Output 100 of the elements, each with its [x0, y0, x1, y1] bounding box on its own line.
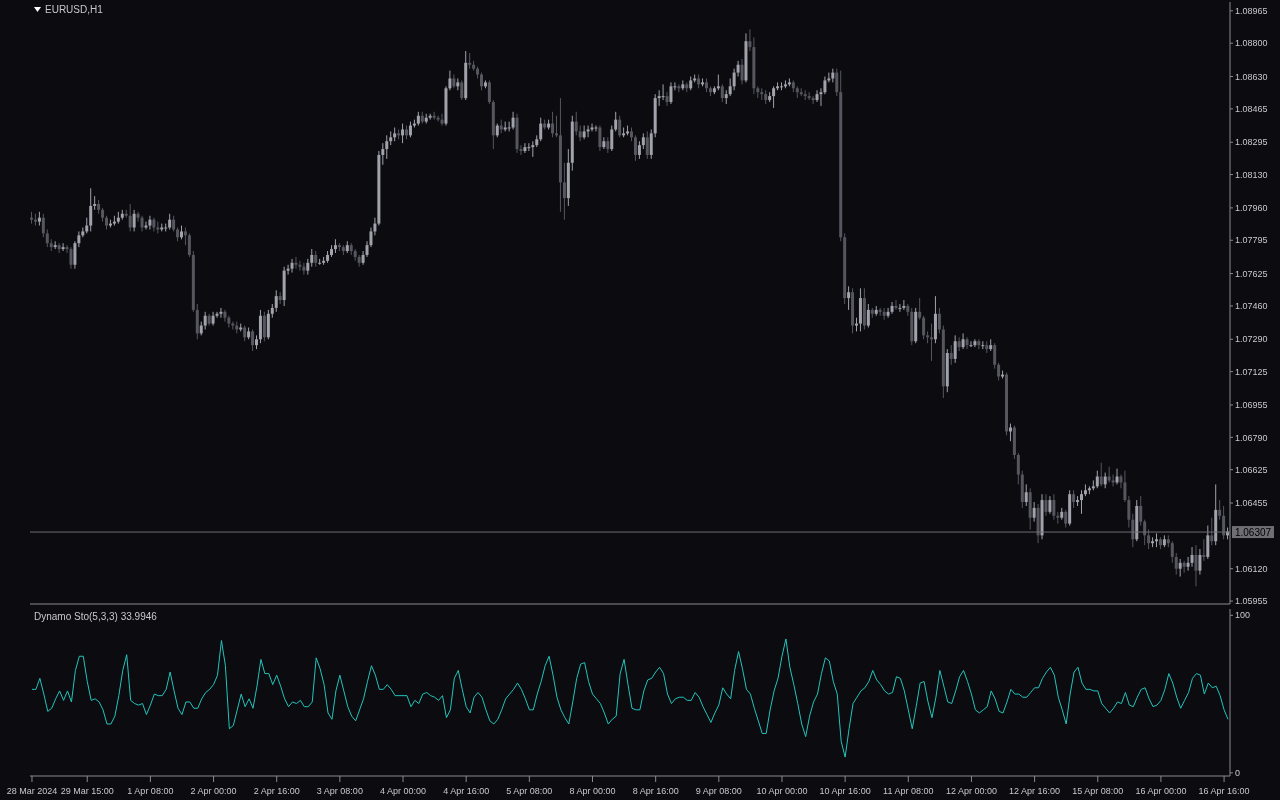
x-tick-label: 8 Apr 16:00 [632, 786, 679, 796]
candlestick [195, 303, 199, 340]
candlestick [993, 342, 997, 370]
candlestick [1080, 489, 1083, 515]
candlestick [977, 338, 981, 350]
candlestick [274, 289, 278, 313]
candlestick [1139, 495, 1143, 527]
candlestick [930, 323, 933, 362]
y-tick-label: 1.07625 [1235, 268, 1268, 279]
candlestick [965, 336, 969, 350]
candlestick [661, 83, 665, 101]
candlestick [128, 203, 132, 232]
candlestick [89, 187, 93, 232]
candlestick [187, 232, 191, 258]
x-tick-label: 9 Apr 08:00 [695, 786, 742, 796]
candlestick [610, 125, 614, 152]
candlestick [957, 336, 961, 352]
candlestick [614, 111, 618, 132]
x-tick-label: 1 Apr 08:00 [127, 786, 174, 796]
x-tick-label: 12 Apr 00:00 [945, 786, 997, 796]
candlestick [302, 262, 306, 276]
candlestick [551, 111, 555, 138]
candlestick [144, 221, 148, 230]
candlestick [582, 125, 586, 140]
candlestick [436, 115, 440, 123]
candlestick [539, 117, 543, 142]
candlestick [219, 307, 223, 319]
candlestick [1032, 501, 1036, 523]
candlestick [527, 142, 531, 152]
candlestick [385, 134, 389, 160]
x-tick-label: 2 Apr 00:00 [190, 786, 237, 796]
candlestick [258, 309, 262, 344]
y-tick-label: 1.08130 [1235, 169, 1268, 180]
candlestick [1194, 544, 1198, 587]
x-tick-label: 15 Apr 08:00 [1072, 786, 1124, 796]
y-tick-label: 1.06625 [1235, 464, 1268, 475]
y-tick-label: 1.07795 [1235, 235, 1268, 246]
x-tick-label: 5 Apr 08:00 [506, 786, 553, 796]
candlestick [57, 242, 61, 254]
candlestick [847, 285, 851, 311]
candlestick [574, 111, 578, 136]
candlestick [1182, 560, 1186, 574]
x-tick-label: 16 Apr 00:00 [1135, 786, 1187, 796]
candlestick [1052, 493, 1056, 521]
line-series [31, 638, 1229, 758]
candlestick [669, 81, 673, 105]
x-tick-label: 4 Apr 00:00 [380, 786, 427, 796]
candlestick [949, 344, 953, 366]
candlestick [1016, 452, 1020, 485]
chart-title: Dynamo Sto(5,3,3) 33.9946 [34, 611, 157, 622]
candlestick [487, 79, 491, 105]
ref-line-label: 1.06307 [1234, 527, 1272, 539]
candlestick [298, 260, 302, 272]
candlestick [1147, 528, 1151, 550]
candlestick [898, 303, 902, 313]
candlestick [973, 338, 977, 348]
candlestick [922, 315, 926, 340]
candlestick [294, 256, 298, 270]
candlestick [618, 115, 622, 138]
candlestick [677, 83, 681, 93]
y-tick-label: 1.08965 [1235, 6, 1268, 17]
x-tick-label: 16 Apr 16:00 [1198, 786, 1250, 796]
candlestick [555, 115, 558, 138]
chart-title: EURUSD,H1 [45, 4, 103, 15]
candlestick [523, 142, 527, 154]
y-tick-label: 100 [1235, 610, 1251, 621]
candlestick [890, 301, 894, 315]
candlestick [132, 209, 136, 232]
x-tick-label: 3 Apr 08:00 [316, 786, 363, 796]
y-tick-label: 1.07960 [1235, 203, 1268, 214]
y-tick-label: 1.08295 [1235, 137, 1268, 148]
y-tick-label: 1.06955 [1235, 400, 1268, 411]
candlestick [69, 246, 73, 270]
candlestick [460, 79, 464, 101]
candlestick [223, 309, 227, 323]
candlestick [1111, 474, 1115, 487]
candlestick [807, 91, 811, 101]
x-tick-label: 28 Mar 2024 [6, 786, 58, 796]
y-tick-label: 1.08630 [1235, 71, 1268, 82]
candlestick [772, 85, 776, 109]
y-tick-label: 1.07460 [1235, 301, 1268, 312]
candlestick [969, 340, 973, 348]
candlestick [633, 134, 637, 162]
candlestick [1198, 548, 1202, 576]
y-tick-label: 1.06790 [1235, 432, 1268, 443]
candlestick [1210, 517, 1214, 546]
candlestick [665, 91, 669, 107]
y-tick-label: 1.07290 [1235, 334, 1268, 345]
candlestick [815, 89, 819, 103]
x-tick-label: 8 Apr 00:00 [569, 786, 616, 796]
candlestick [1206, 525, 1210, 560]
candlestick [740, 58, 744, 85]
candlestick [266, 309, 270, 340]
candlestick [598, 125, 602, 152]
candlestick [602, 136, 606, 150]
candlestick [961, 332, 965, 350]
y-tick-label: 1.08800 [1235, 38, 1268, 49]
candlestick [586, 125, 590, 138]
candlestick [835, 68, 839, 97]
candlestick [562, 162, 566, 221]
